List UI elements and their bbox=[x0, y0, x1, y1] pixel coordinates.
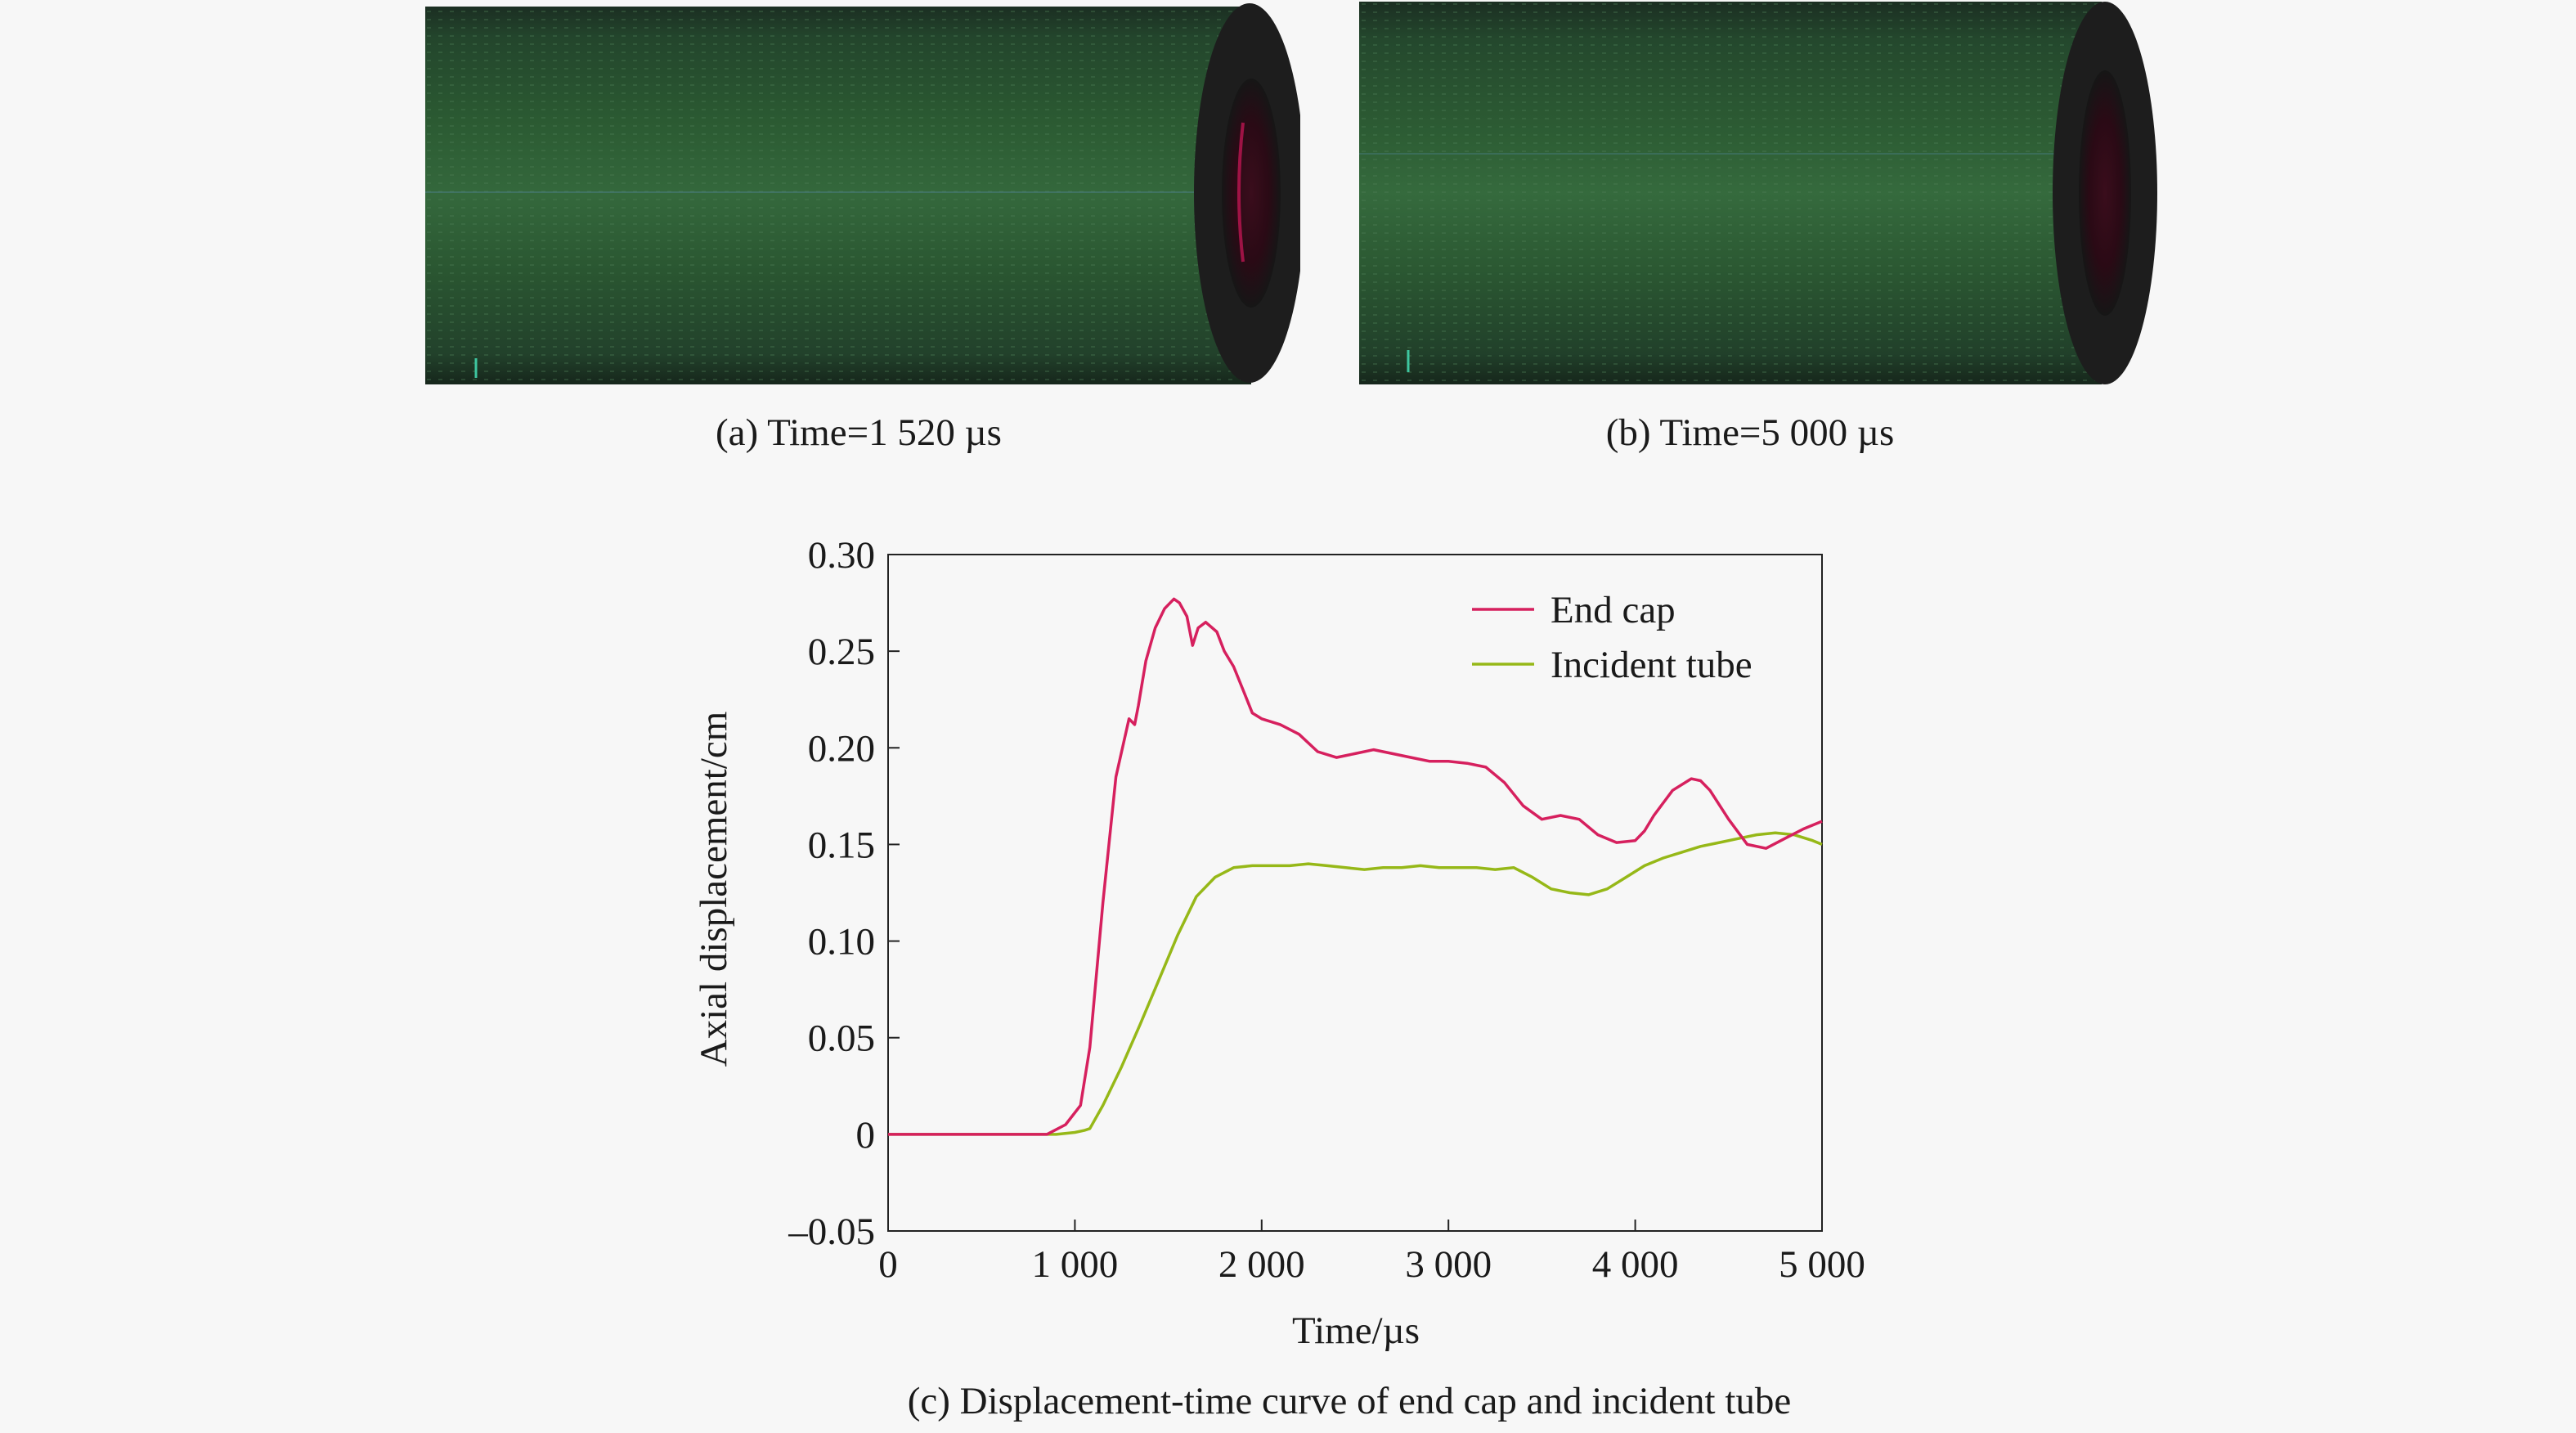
y-tick-label: 0.25 bbox=[808, 631, 875, 673]
plot-area-border bbox=[887, 554, 1823, 1232]
y-tick-label: 0.10 bbox=[808, 921, 875, 964]
legend-label: Incident tube bbox=[1551, 644, 1752, 686]
series-line-end-cap bbox=[888, 597, 1823, 1136]
x-tick-label: 3 000 bbox=[1405, 1243, 1492, 1286]
y-axis-label: Axial displacement/cm bbox=[693, 712, 735, 1067]
y-tick-label: 0.15 bbox=[808, 824, 875, 866]
x-tick-label: 5 000 bbox=[1779, 1243, 1865, 1286]
x-tick-label: 1 000 bbox=[1032, 1243, 1119, 1286]
tube-render-a-image bbox=[425, 3, 1300, 384]
caption-panel-c: (c) Displacement-time curve of end cap a… bbox=[907, 1380, 1792, 1422]
y-tick-label: 0.20 bbox=[808, 727, 875, 770]
chart-legend: End cap Incident tube bbox=[1472, 589, 1752, 686]
x-tick-label: 2 000 bbox=[1218, 1243, 1305, 1286]
caption-panel-a: (a) Time=1 520 µs bbox=[716, 411, 1002, 454]
tube-render-b-image bbox=[1359, 2, 2157, 384]
tube-render-a bbox=[425, 0, 1300, 389]
x-tick-label: 0 bbox=[878, 1243, 898, 1286]
chart-lines bbox=[888, 597, 1823, 1136]
y-tick-label: –0.05 bbox=[788, 1211, 875, 1253]
y-tick-label: 0 bbox=[856, 1114, 876, 1157]
caption-panel-b: (b) Time=5 000 µs bbox=[1605, 411, 1895, 454]
x-axis-label: Time/µs bbox=[1292, 1309, 1420, 1352]
y-tick-label: 0.05 bbox=[808, 1017, 875, 1060]
tube-render-b bbox=[1359, 0, 2177, 389]
x-tick-label: 4 000 bbox=[1592, 1243, 1679, 1286]
series-line-incident-tube bbox=[888, 831, 1823, 1136]
y-tick-label: 0.30 bbox=[808, 534, 875, 577]
chart-frame bbox=[887, 554, 1823, 1232]
legend-label: End cap bbox=[1551, 589, 1676, 631]
